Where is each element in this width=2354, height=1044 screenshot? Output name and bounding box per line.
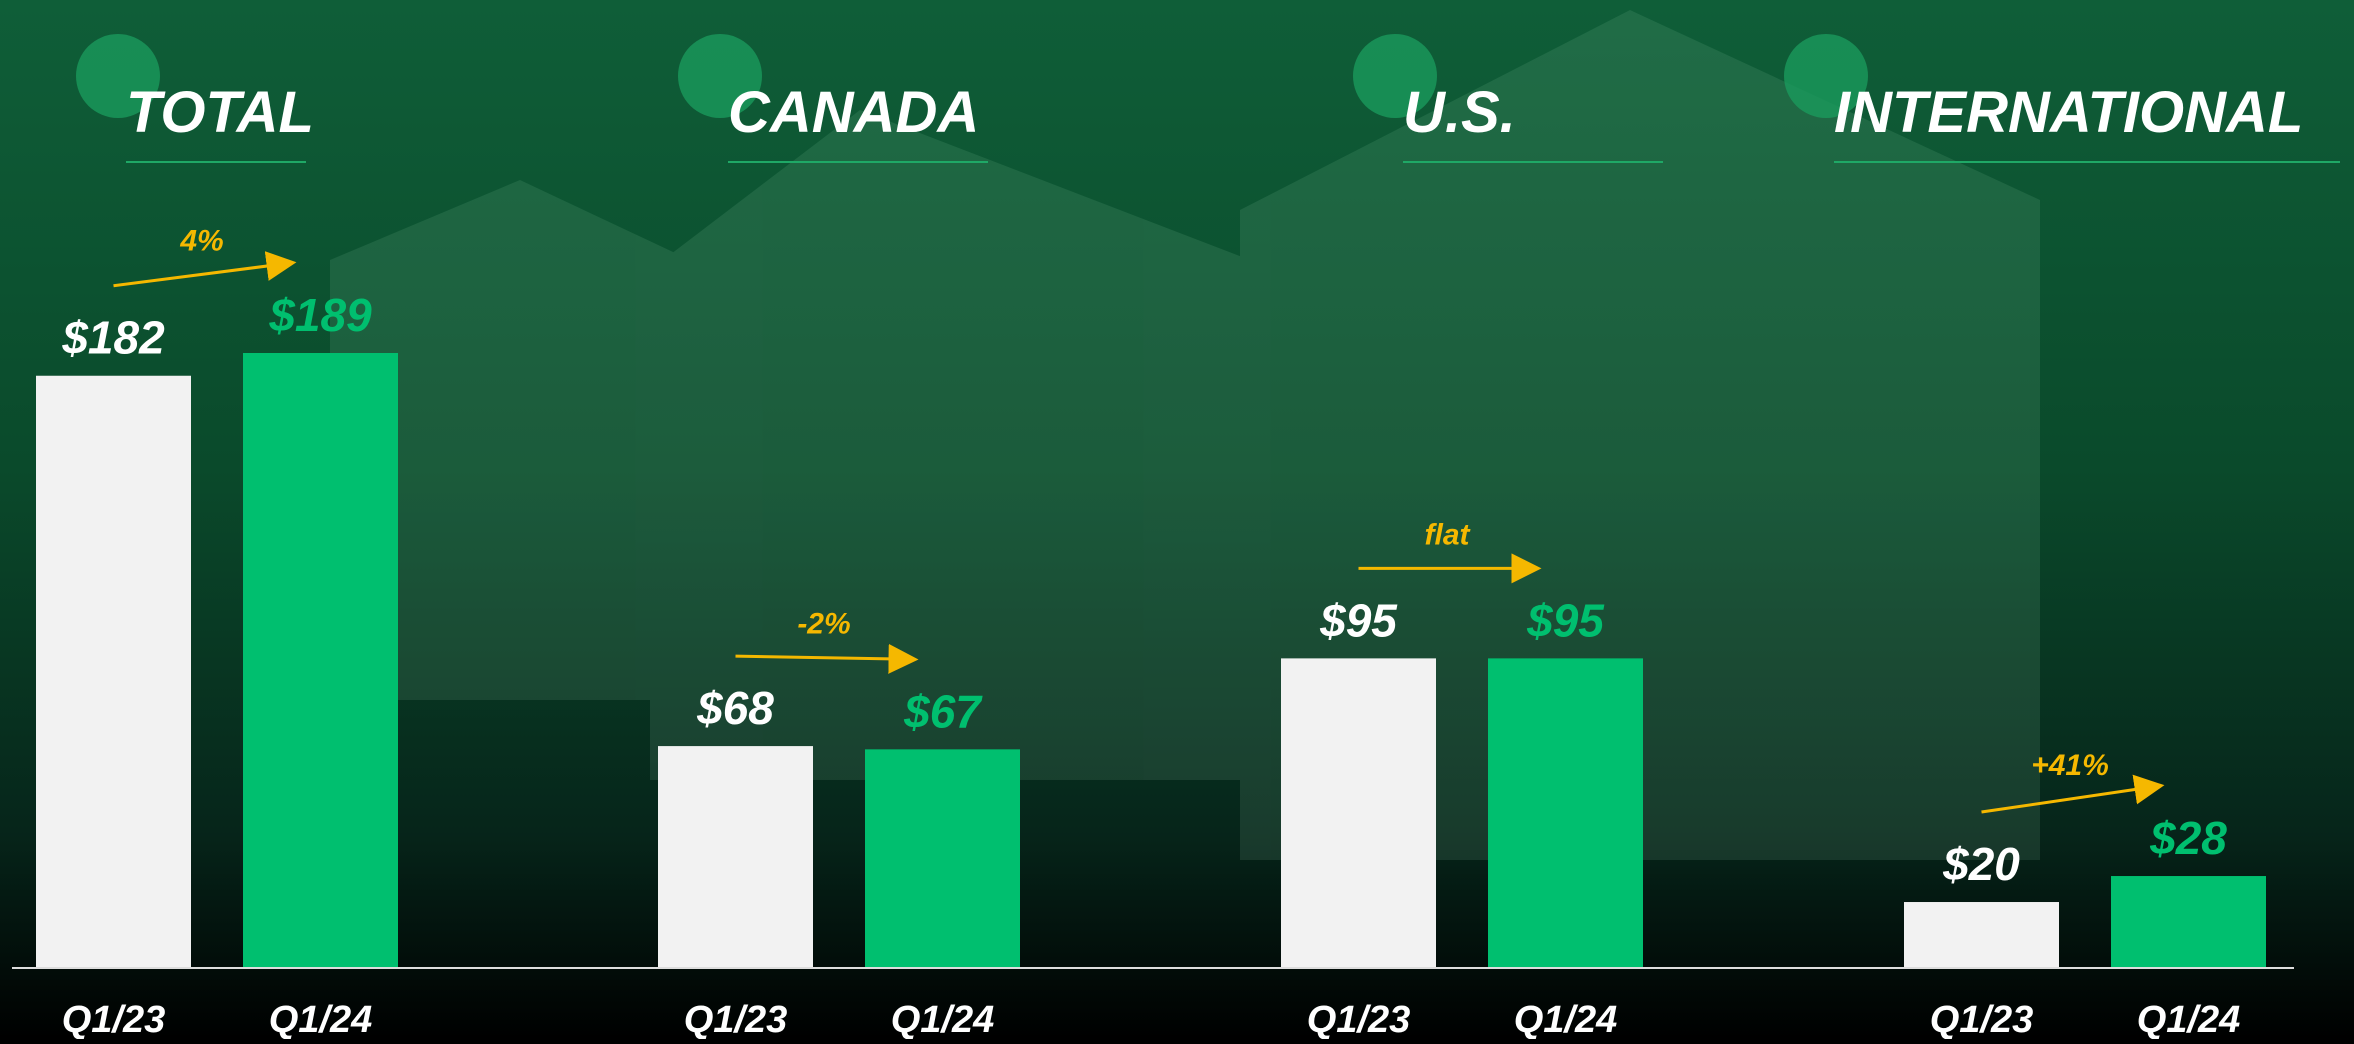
category-label: Q1/24 bbox=[2137, 999, 2241, 1039]
change-label: +41% bbox=[2031, 749, 2109, 782]
category-label: Q1/24 bbox=[269, 999, 373, 1039]
bar bbox=[865, 749, 1020, 967]
change-arrow bbox=[735, 643, 919, 674]
value-label: $28 bbox=[2149, 812, 2227, 864]
bar bbox=[658, 746, 813, 967]
category-label: Q1/23 bbox=[1307, 999, 1411, 1039]
title-dot bbox=[678, 34, 762, 118]
bar bbox=[36, 375, 191, 968]
category-label: Q1/23 bbox=[1930, 999, 2034, 1039]
category-label: Q1/24 bbox=[891, 999, 995, 1039]
value-label: $67 bbox=[903, 685, 983, 737]
panel-title: U.S. bbox=[1403, 80, 1516, 145]
category-label: Q1/24 bbox=[1514, 999, 1618, 1039]
change-label: flat bbox=[1425, 518, 1472, 551]
change-arrow bbox=[113, 251, 297, 288]
value-label: $95 bbox=[1319, 594, 1398, 646]
bar bbox=[1904, 902, 2059, 967]
change-label: 4% bbox=[179, 224, 223, 257]
value-label: $68 bbox=[696, 682, 774, 734]
value-label: $189 bbox=[268, 289, 372, 341]
title-dot bbox=[1353, 34, 1437, 118]
bar bbox=[2111, 876, 2266, 967]
value-label: $20 bbox=[1942, 838, 2020, 890]
bar bbox=[1281, 658, 1436, 967]
panel-title: CANADA bbox=[728, 80, 979, 145]
panel-title: TOTAL bbox=[126, 80, 314, 145]
value-label: $182 bbox=[61, 312, 165, 364]
change-label: -2% bbox=[797, 608, 850, 641]
silo-shapes bbox=[330, 10, 2040, 860]
category-label: Q1/23 bbox=[684, 999, 788, 1039]
panel-title: INTERNATIONAL bbox=[1834, 80, 2303, 145]
title-dot bbox=[76, 34, 160, 118]
bar bbox=[243, 353, 398, 967]
bar bbox=[1488, 658, 1643, 967]
change-arrow bbox=[1981, 774, 2165, 814]
value-label: $95 bbox=[1526, 594, 1605, 646]
title-dot bbox=[1784, 34, 1868, 118]
category-label: Q1/23 bbox=[62, 999, 166, 1039]
